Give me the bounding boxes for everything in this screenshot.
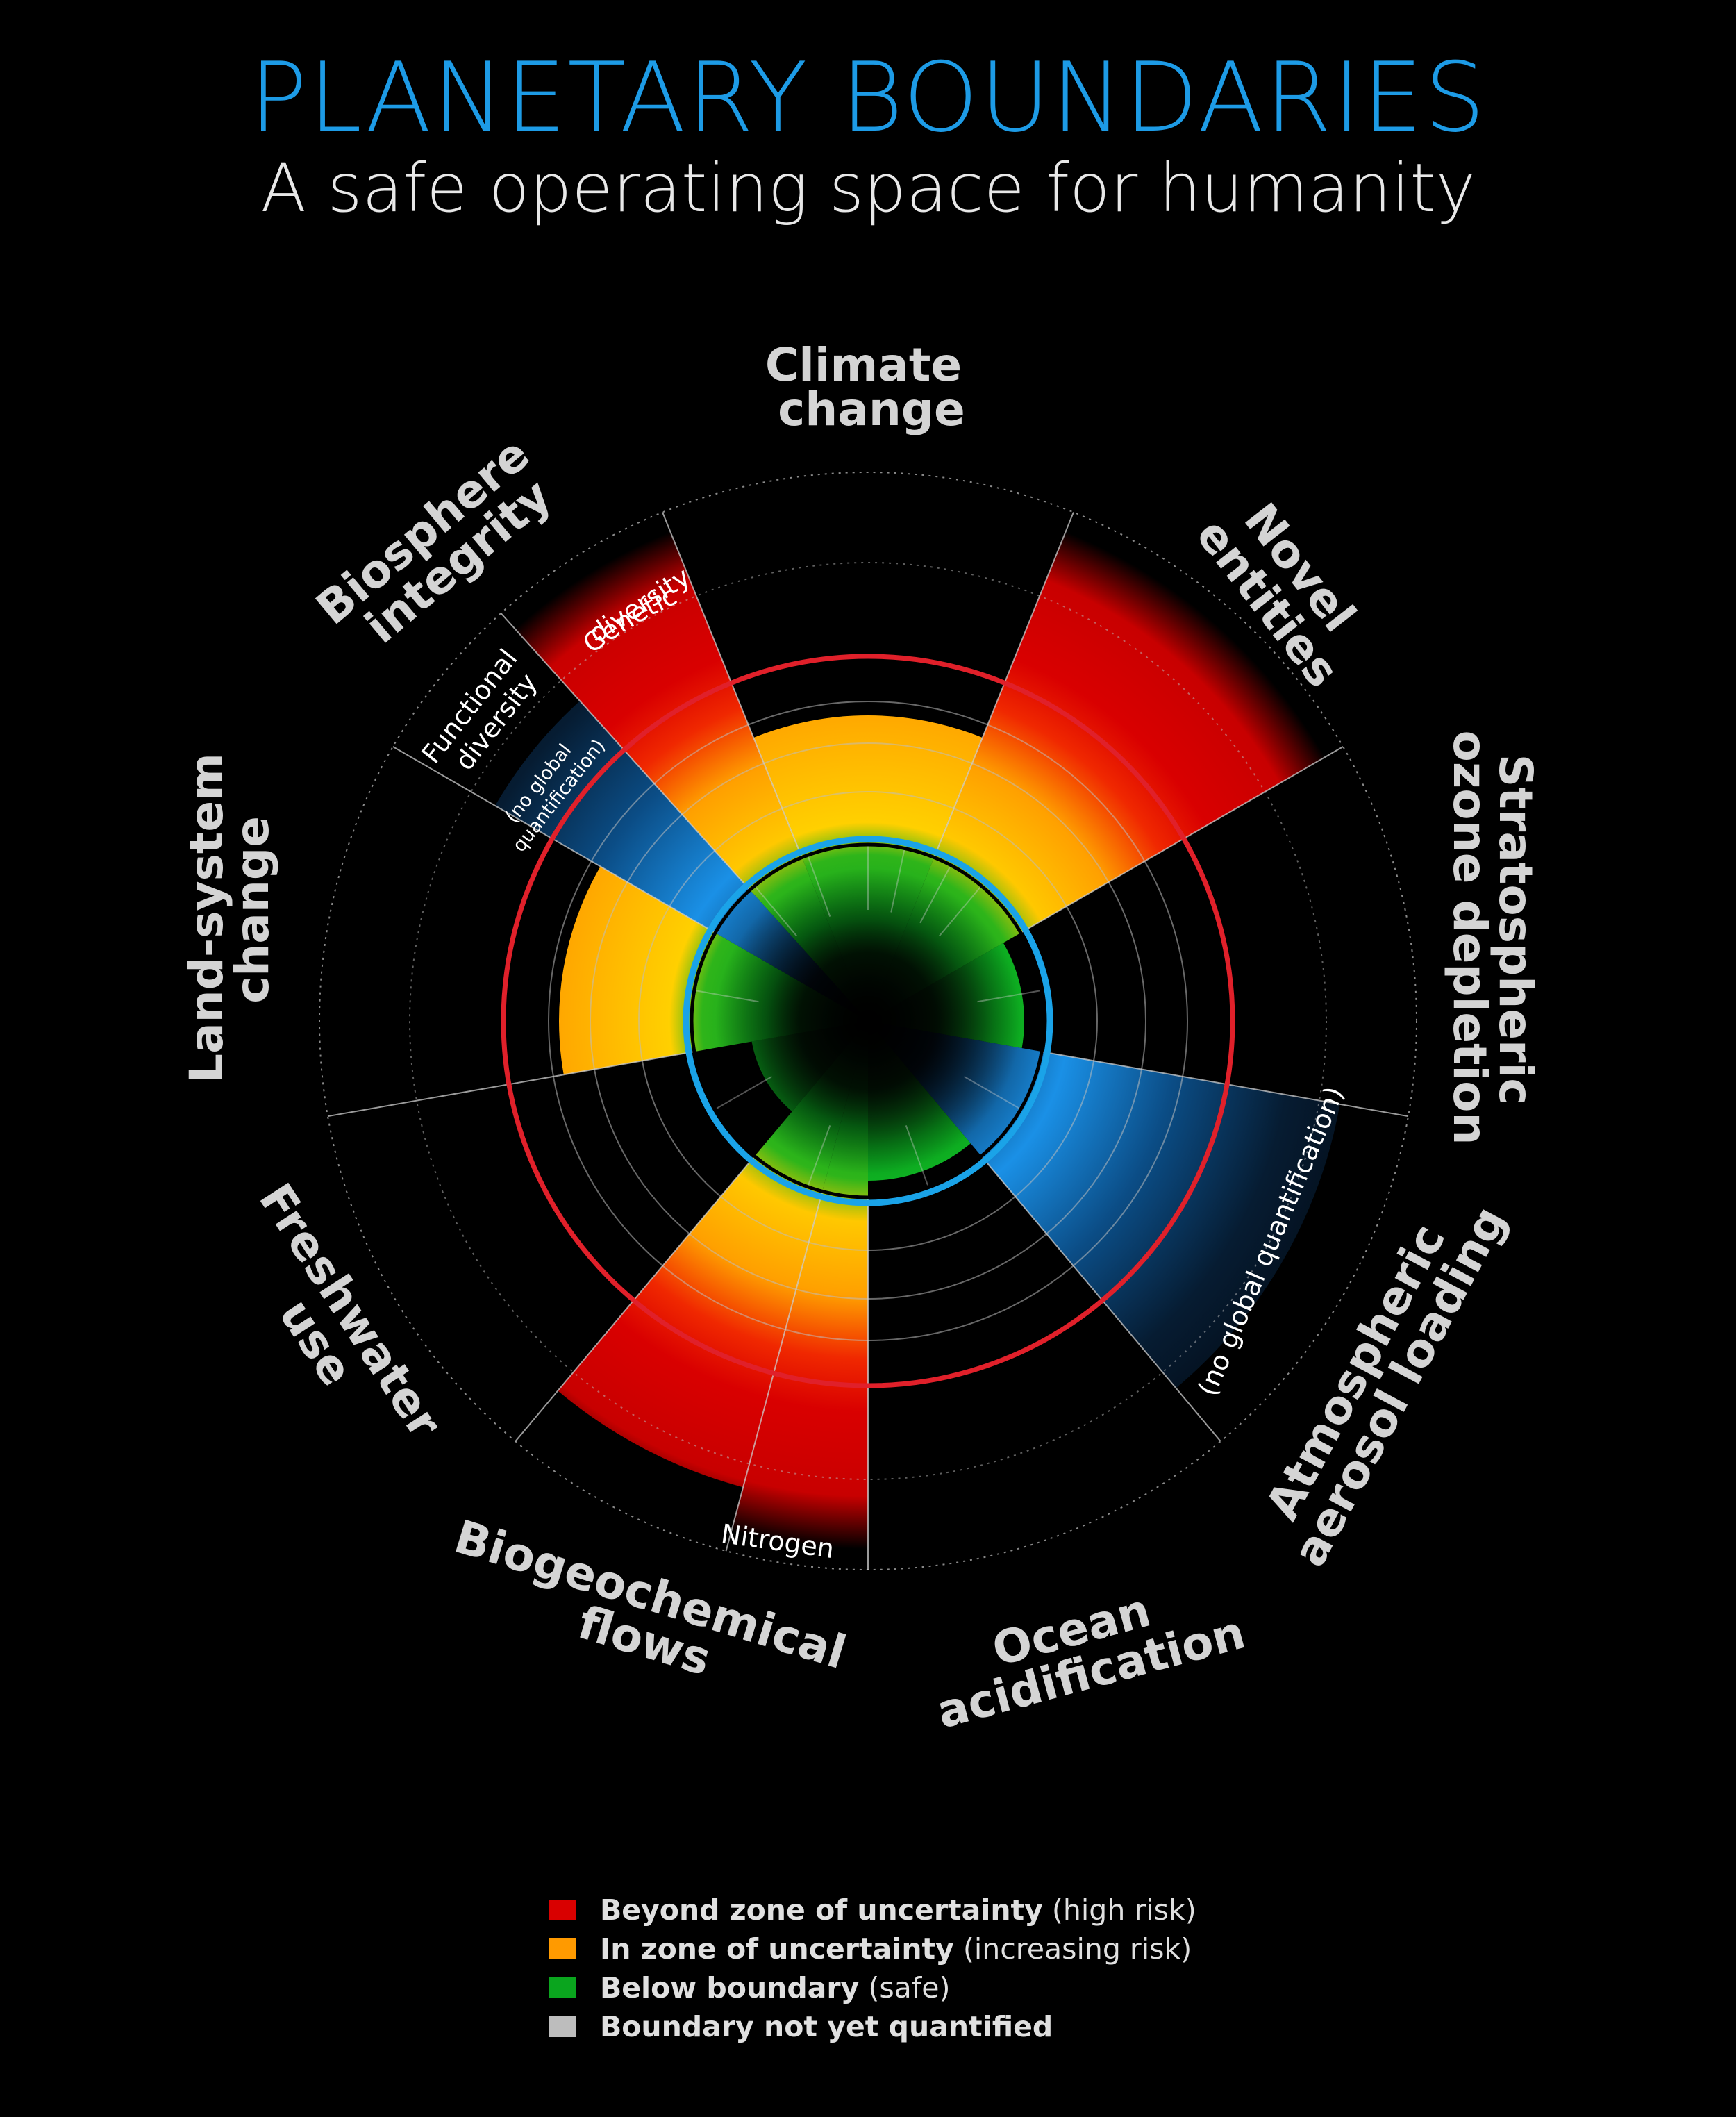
legend-label: Boundary not yet quantified <box>600 2010 1053 2043</box>
grid-spoke-inner <box>693 989 759 1003</box>
legend-item: Boundary not yet quantified <box>549 2007 1196 2046</box>
legend-item: Beyond zone of uncertainty (high risk) <box>549 1891 1196 1929</box>
grid-spoke-inner <box>905 1125 930 1188</box>
safe-ring-inner-edge <box>690 842 1046 1199</box>
grid-spoke-inner <box>753 885 797 937</box>
grid-spoke-inner <box>977 989 1043 1003</box>
grid-spoke-inner <box>890 847 905 913</box>
legend-label: Below boundary (safe) <box>600 1971 950 2004</box>
legend-label: In zone of uncertainty (increasing risk) <box>600 1932 1192 1966</box>
label-ocean-acidification: Ocean acidification <box>919 1561 1251 1739</box>
grid-spoke-inner <box>714 1076 772 1111</box>
grid-spoke-inner <box>806 1125 831 1188</box>
legend: Beyond zone of uncertainty (high risk) In… <box>549 1891 1196 2046</box>
legend-label: Beyond zone of uncertainty (high risk) <box>600 1893 1196 1927</box>
grid-spoke-inner <box>919 864 952 924</box>
legend-label-bold: Boundary not yet quantified <box>600 2010 1053 2043</box>
label-freshwater-use: Freshwater use <box>210 1174 461 1486</box>
safe-boundary-ring <box>683 836 1053 1206</box>
legend-label-bold: In zone of uncertainty <box>600 1932 954 1966</box>
legend-label-note: (high risk) <box>1042 1893 1196 1927</box>
legend-label-bold: Beyond zone of uncertainty <box>600 1893 1043 1927</box>
label-stratospheric-ozone-depletion: Stratospheric ozone depletion <box>1443 731 1542 1145</box>
upper-boundary-ring <box>501 654 1235 1388</box>
center-shade <box>715 868 1021 1174</box>
legend-swatch <box>549 1977 576 1998</box>
legend-label-note: (safe) <box>859 1971 951 2004</box>
legend-swatch <box>549 2016 576 2037</box>
page-subtitle: A safe operating space for humanity <box>260 149 1476 227</box>
grid-spoke-inner <box>964 1076 1022 1111</box>
legend-label-note: (increasing risk) <box>953 1932 1192 1966</box>
label-land-system-change: Land-system change <box>180 737 279 1083</box>
legend-label-bold: Below boundary <box>600 1971 860 2004</box>
page-title: PLANETARY BOUNDARIES <box>249 42 1487 153</box>
legend-item: In zone of uncertainty (increasing risk) <box>549 1929 1196 1968</box>
legend-item: Below boundary (safe) <box>549 1968 1196 2007</box>
grid-ring-dotted <box>409 562 1327 1480</box>
label-climate-change: Climate change <box>765 338 978 436</box>
legend-swatch <box>549 1938 576 1959</box>
sector-novel-entities <box>868 531 1326 1021</box>
legend-swatch <box>549 1900 576 1920</box>
grid-spoke-inner <box>806 854 831 917</box>
grid-spoke-inner <box>939 885 983 937</box>
